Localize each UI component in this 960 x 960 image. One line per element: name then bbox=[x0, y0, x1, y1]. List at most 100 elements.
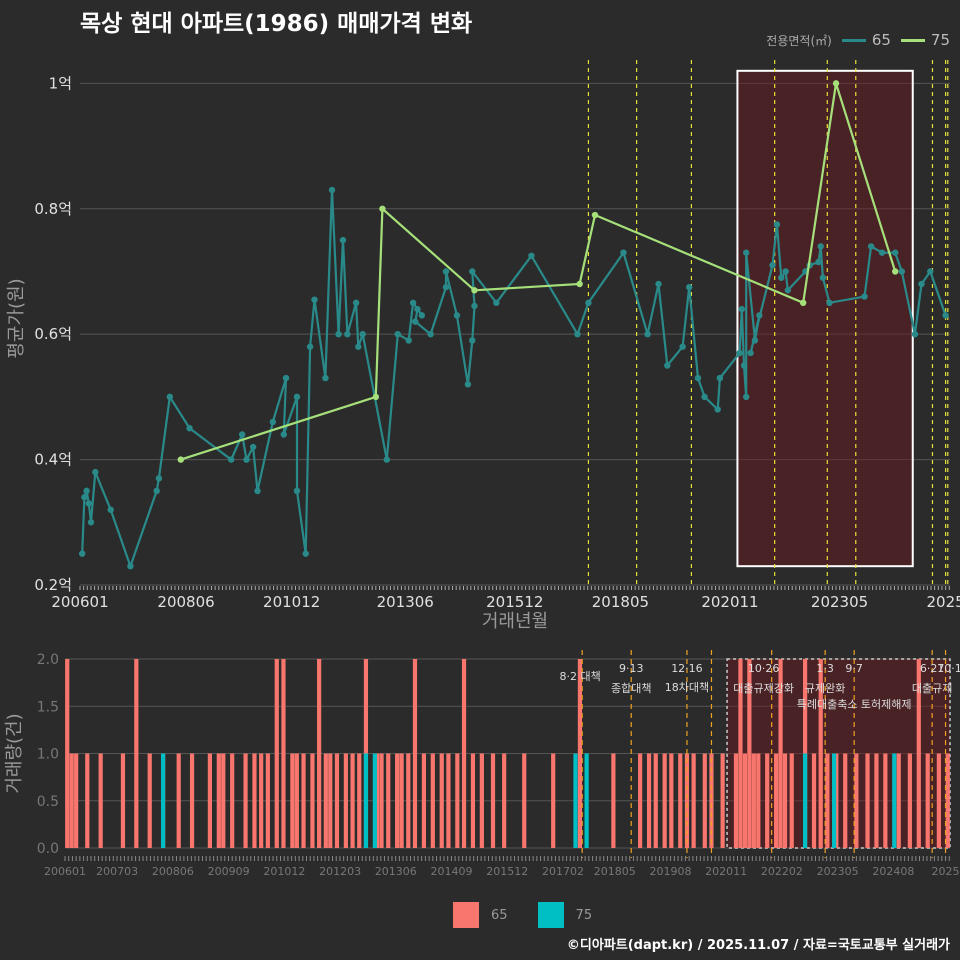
volume-bar-65 bbox=[611, 753, 616, 848]
volume-x-tick-label: 201012 bbox=[263, 865, 305, 878]
policy-name-label: 대출규제 bbox=[912, 682, 952, 695]
volume-bar-65 bbox=[134, 659, 139, 848]
bar-legend-swatch-75 bbox=[537, 902, 564, 928]
volume-y-tick-label: 1.0 bbox=[37, 747, 59, 763]
volume-bar-65 bbox=[310, 753, 315, 848]
volume-bar-65 bbox=[406, 753, 411, 848]
series-65-point bbox=[293, 393, 301, 401]
policy-name-label: 규제완화 bbox=[805, 682, 845, 695]
price-y-tick-label: 0.6억 bbox=[34, 325, 72, 343]
volume-panel: 0.0 0.5 1.0 1.5 2.0 8·2 대책 9·13 종합대책 12·16 18차대책 1… bbox=[4, 650, 960, 878]
volume-bar-65 bbox=[461, 659, 467, 848]
volume-bar-65 bbox=[147, 753, 152, 848]
volume-x-tick-label: 202305 bbox=[817, 865, 859, 878]
volume-bar-65 bbox=[470, 753, 476, 848]
volume-x-tick-label: 202011 bbox=[705, 865, 747, 878]
series-65-point bbox=[679, 343, 686, 350]
volume-bar-65 bbox=[176, 753, 181, 848]
volume-bar-65 bbox=[691, 753, 696, 848]
volume-bar-65 bbox=[669, 753, 674, 848]
volume-bar-65 bbox=[638, 753, 643, 848]
policy-date-label: 9·13 bbox=[619, 662, 644, 675]
series-65-point bbox=[819, 274, 827, 281]
series-65-point bbox=[493, 299, 500, 307]
volume-bar-65 bbox=[328, 753, 333, 848]
series-65-point bbox=[228, 456, 235, 463]
volume-bar-65 bbox=[702, 753, 707, 848]
series-65-point bbox=[127, 562, 134, 570]
series-65-point bbox=[644, 330, 651, 338]
volume-bar-65 bbox=[522, 753, 527, 848]
series-75-point bbox=[576, 280, 583, 288]
series-65-point bbox=[686, 283, 693, 291]
volume-bar-65 bbox=[738, 659, 743, 848]
series-65-point bbox=[714, 406, 721, 413]
volume-bar-65 bbox=[490, 753, 496, 848]
volume-bar-65 bbox=[281, 659, 286, 848]
volume-bar-65 bbox=[350, 753, 355, 848]
volume-bar-65 bbox=[412, 659, 418, 848]
volume-bar-65 bbox=[916, 659, 921, 848]
volume-bar-75 bbox=[584, 753, 589, 848]
volume-bar-65 bbox=[936, 753, 941, 848]
policy-date-label: 1·3 bbox=[816, 662, 834, 675]
series-65-point bbox=[574, 330, 581, 338]
series-65-point bbox=[751, 337, 759, 344]
series-65-point bbox=[306, 343, 314, 350]
volume-bar-75 bbox=[573, 753, 578, 848]
series-65-point bbox=[427, 330, 434, 338]
volume-bar-65 bbox=[343, 753, 348, 848]
volume-bar-65 bbox=[782, 753, 788, 848]
volume-bar-65 bbox=[662, 753, 667, 848]
series-65-point bbox=[898, 268, 905, 275]
series-65-point bbox=[927, 268, 934, 275]
volume-bar-65 bbox=[69, 753, 74, 848]
series-75-point bbox=[591, 211, 599, 219]
series-65-point bbox=[344, 330, 351, 338]
price-panel: 0.2억 0.4억 0.6억 0.8억 1억 200601 200806 201012 2013… bbox=[6, 60, 960, 632]
volume-bar-65 bbox=[120, 753, 126, 848]
volume-bar-65 bbox=[774, 753, 779, 848]
policy-name-label: 8·2 대책 bbox=[560, 670, 601, 683]
volume-bar-65 bbox=[653, 753, 658, 848]
series-65-point bbox=[269, 418, 277, 426]
series-65-point bbox=[282, 374, 290, 382]
series-65-point bbox=[738, 305, 746, 313]
volume-bar-65 bbox=[742, 753, 748, 848]
series-65-point bbox=[892, 249, 899, 256]
series-65-point bbox=[85, 500, 92, 507]
series-75-point bbox=[832, 80, 840, 87]
series-65-point bbox=[826, 299, 833, 307]
bar-legend-label-75: 75 bbox=[575, 907, 593, 923]
price-y-axis-title: 평균가(원) bbox=[6, 278, 27, 358]
series-65-point bbox=[355, 343, 362, 350]
series-65-point bbox=[528, 252, 535, 259]
volume-bar-65 bbox=[399, 753, 404, 848]
series-65-point bbox=[153, 487, 160, 495]
volume-bar-65 bbox=[421, 753, 427, 848]
line-legend: 전용면적(㎡) 65 75 bbox=[766, 31, 950, 49]
volume-bar-65 bbox=[874, 753, 879, 848]
volume-bar-65 bbox=[259, 753, 264, 848]
volume-bar-65 bbox=[221, 753, 226, 848]
credit-text: ©디아파트(dapt.kr) / 2025.11.07 / 자료=국토교통부 실… bbox=[566, 938, 950, 953]
series-75-point bbox=[471, 287, 478, 294]
volume-bar-65 bbox=[65, 659, 70, 848]
volume-bar-65 bbox=[843, 753, 848, 848]
volume-bar-65 bbox=[577, 659, 583, 848]
series-75-point bbox=[799, 299, 807, 307]
volume-x-tick-label: 201306 bbox=[375, 865, 417, 878]
volume-bar-65 bbox=[765, 753, 770, 848]
volume-bar-65 bbox=[502, 753, 507, 848]
chart-title: 목상 현대 아파트(1986) 매매가격 변화 bbox=[80, 11, 473, 37]
volume-highlight-box bbox=[726, 658, 951, 849]
volume-bar-75 bbox=[892, 753, 897, 848]
volume-bar-65 bbox=[945, 753, 950, 848]
series-65-point bbox=[383, 456, 391, 463]
volume-x-tick-label: 201805 bbox=[594, 865, 636, 878]
volume-bar-75 bbox=[803, 753, 808, 848]
volume-bar-65 bbox=[446, 753, 451, 848]
volume-x-tick-label: 2025 bbox=[932, 865, 960, 878]
volume-x-tick-label: 201908 bbox=[649, 865, 691, 878]
volume-bar-65 bbox=[551, 753, 556, 848]
